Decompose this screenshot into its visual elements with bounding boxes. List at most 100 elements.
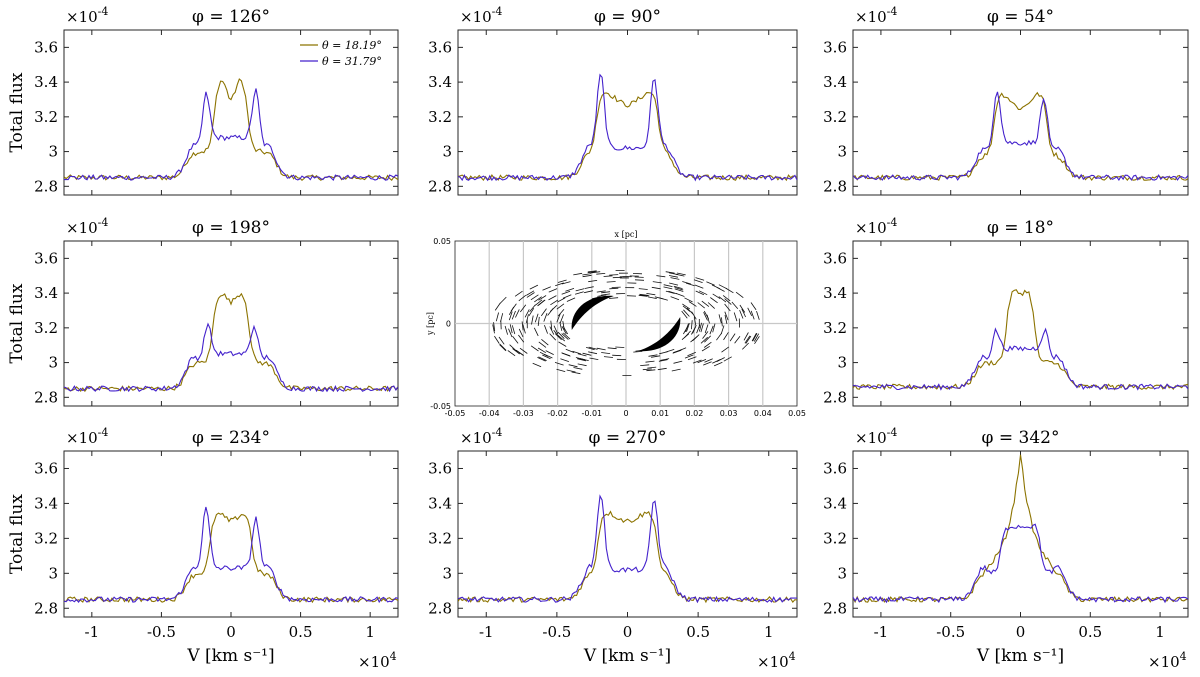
flow-dash [555, 282, 564, 287]
flow-dash [538, 356, 547, 361]
series-line [64, 88, 398, 181]
y-exponent: -4 [492, 426, 503, 439]
flow-dash [511, 310, 516, 320]
flow-dash [673, 349, 682, 353]
y-tick-label: 2.8 [34, 599, 58, 617]
flow-dash [741, 308, 746, 318]
flow-dash [561, 326, 567, 335]
flow-dash [713, 361, 723, 367]
flow-dash [584, 286, 594, 289]
flow-dash [691, 320, 693, 330]
axes-box [852, 240, 1189, 407]
flow-dash [515, 349, 524, 356]
flow-dash [534, 313, 539, 323]
y-tick-label: 3.6 [34, 249, 58, 267]
flow-dash [710, 297, 718, 304]
flow-dash [712, 323, 716, 333]
flow-dash [750, 302, 757, 311]
flow-dash [706, 281, 715, 286]
flow-dash [692, 359, 702, 364]
flow-dash [724, 298, 732, 305]
flow-dash [573, 367, 583, 370]
y-exponent: -4 [887, 426, 898, 439]
y-tick-label: 3.2 [823, 529, 847, 547]
legend-label: θ = 31.79° [322, 55, 382, 68]
y-tick-label: 3.4 [34, 494, 58, 512]
flow-dash [700, 336, 708, 344]
flow-dash [562, 294, 572, 299]
x-exponent: 4 [1180, 650, 1187, 663]
flow-dash [556, 303, 565, 310]
map-x-tick-label: 0.02 [685, 409, 703, 418]
flow-dash [671, 368, 681, 372]
flow-dash [492, 324, 495, 334]
axes-box [852, 450, 1189, 618]
flow-dash [645, 360, 655, 363]
flow-dash [739, 309, 744, 319]
flow-dash [674, 287, 684, 291]
map-y-tick-label: 0 [446, 320, 451, 329]
flow-dash [744, 335, 751, 344]
flow-dash [651, 286, 661, 290]
flow-dash [544, 353, 553, 359]
flow-dash [550, 299, 559, 306]
y-axis-label: Total flux [7, 72, 27, 152]
spectra-panels: 2.8 3 3.2 3.4 3.6 ×10-4 φ = 126° Total flux θ = … [7, 5, 1189, 671]
flow-dash [557, 331, 565, 339]
x-tick-label: -0.5 [936, 623, 965, 641]
flow-dash [700, 323, 704, 333]
axes-box [63, 450, 399, 618]
flow-dash [596, 290, 606, 293]
flow-dash [588, 280, 598, 283]
flow-dash [756, 310, 760, 320]
flow-dash [542, 354, 551, 360]
flow-dash [584, 290, 593, 294]
x-multiplier: ×104 [757, 650, 796, 671]
flow-dash [718, 314, 722, 324]
flow-dash [582, 352, 592, 356]
flow-dash [554, 362, 564, 366]
y-multiplier: ×10-4 [460, 426, 502, 447]
series-line [853, 91, 1188, 182]
spectrum-panel: 2.8 3 3.2 3.4 3.6 ×10-4 φ = 18° [823, 216, 1189, 407]
y-exponent: -4 [98, 216, 109, 229]
series-line [458, 510, 797, 604]
flow-dash [519, 304, 527, 313]
flow-dash [526, 290, 535, 296]
axes-box [457, 29, 798, 196]
flow-dash [609, 287, 619, 290]
map-x-tick-label: 0.03 [720, 409, 738, 418]
x-exponent: 4 [789, 650, 796, 663]
flow-dash [669, 275, 678, 278]
flow-dash [693, 316, 697, 326]
flow-dash [684, 330, 691, 338]
y-tick-label: 2.8 [823, 599, 847, 617]
flow-dash [566, 369, 576, 373]
spectrum-panel: 2.8 3 3.2 3.4 3.6 -1 -0.5 0 0.5 1 ×10-4 φ = 234° Tot… [7, 426, 399, 671]
flow-dash [518, 334, 525, 343]
y-multiplier: ×10-4 [66, 5, 108, 26]
y-axis-label: Total flux [7, 283, 27, 363]
flow-dash [646, 369, 656, 372]
flow-dash [745, 335, 752, 344]
y-tick-label: 3.4 [34, 73, 58, 91]
flow-dash [577, 358, 587, 362]
ring-streamlines [492, 270, 760, 376]
flow-dash [514, 290, 523, 297]
map-x-tick-label: -0.04 [479, 409, 500, 418]
x-tick-label: 0.5 [1078, 623, 1102, 641]
x-tick-label: 1 [764, 623, 774, 641]
flow-dash [694, 284, 704, 289]
flow-dash [493, 322, 496, 332]
flow-dash [670, 277, 680, 280]
x-tick-label: 0 [1016, 623, 1026, 641]
flow-dash [512, 348, 520, 355]
flow-dash [588, 351, 598, 355]
flow-dash [533, 327, 539, 337]
series-line [458, 92, 797, 182]
flow-dash [675, 293, 685, 297]
flow-dash [674, 288, 684, 292]
y-tick-label: 3.2 [823, 319, 847, 337]
spectrum-panel: 2.8 3 3.2 3.4 3.6 -1 -0.5 0 0.5 1 ×10-4 φ = 270° V [… [428, 426, 798, 671]
map-x-tick-label: -0.05 [445, 409, 466, 418]
